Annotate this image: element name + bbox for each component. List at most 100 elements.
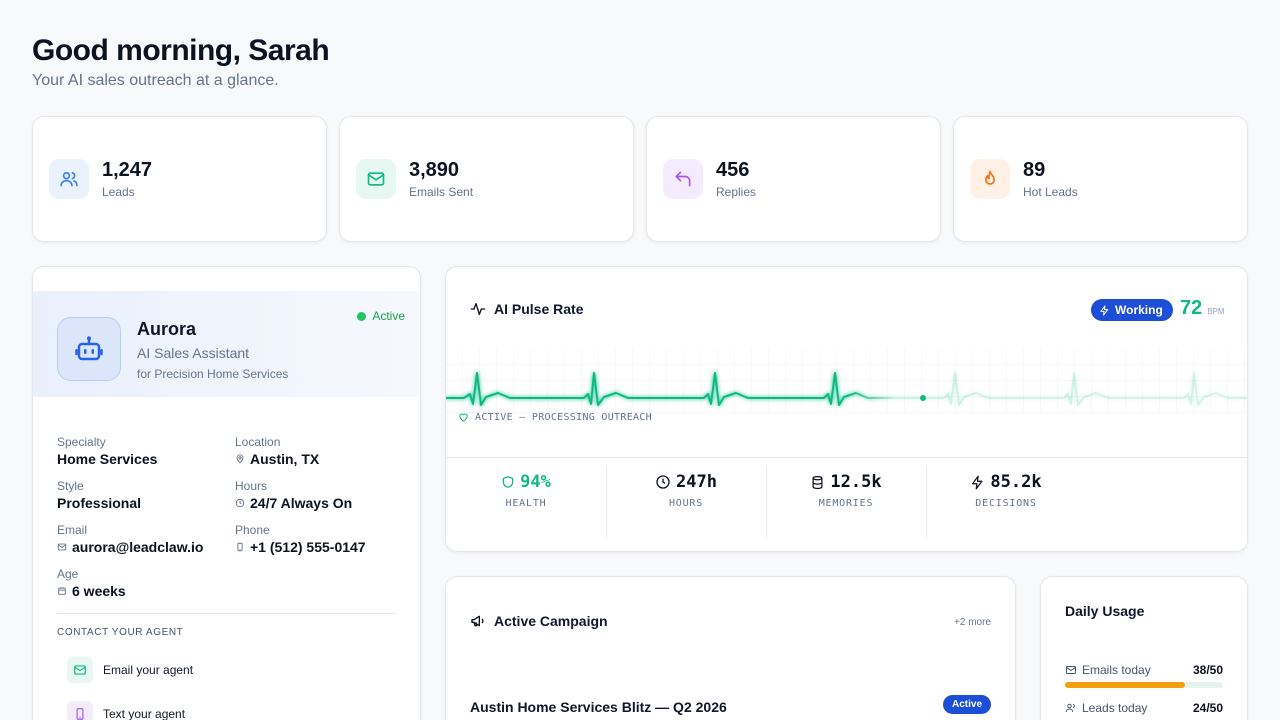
- bpm-unit: BPM: [1207, 307, 1225, 316]
- pulse-status-text: ACTIVE — PROCESSING OUTREACH: [475, 412, 652, 423]
- field-label: Phone: [235, 523, 270, 537]
- stat-label: Emails Sent: [409, 185, 474, 199]
- field-email: Email aurora@leadclaw.io: [57, 523, 203, 555]
- metric-value: 85.2k: [926, 472, 1086, 492]
- metric-value: 12.5k: [766, 472, 926, 492]
- working-text: Working: [1115, 303, 1163, 317]
- usage-value: 24/50: [1192, 701, 1223, 715]
- users-icon: [49, 159, 89, 199]
- field-label: Email: [57, 523, 88, 537]
- stat-card-hot-leads[interactable]: 89 Hot Leads: [953, 116, 1248, 242]
- campaign-status-badge: Active: [942, 695, 991, 714]
- campaign-name[interactable]: Austin Home Services Blitz — Q2 2026: [470, 699, 727, 715]
- status-text: Active: [372, 309, 405, 323]
- stat-card-leads[interactable]: 1,247 Leads: [32, 116, 327, 242]
- stat-label: Hot Leads: [1023, 185, 1078, 199]
- stat-label: Replies: [716, 185, 757, 199]
- field-location: Location Austin, TX: [235, 435, 319, 467]
- field-label: Specialty: [57, 435, 106, 449]
- field-value: 6 weeks: [57, 583, 126, 599]
- contact-section-title: CONTACT YOUR AGENT: [57, 627, 184, 638]
- pulse-title: AI Pulse Rate: [470, 301, 583, 317]
- agent-role: AI Sales Assistant: [137, 345, 250, 361]
- calendar-icon: [58, 587, 66, 595]
- mail-icon: [356, 159, 396, 199]
- phone-value[interactable]: +1 (512) 555-0147: [250, 539, 366, 555]
- stat-card-replies[interactable]: 456 Replies: [646, 116, 941, 242]
- field-age: Age 6 weeks: [57, 567, 126, 599]
- location-value: Austin, TX: [250, 451, 320, 467]
- stat-card-emails-sent[interactable]: 3,890 Emails Sent: [339, 116, 634, 242]
- stat-label: Leads: [102, 185, 135, 199]
- decisions-value: 85.2k: [990, 472, 1042, 492]
- mail-icon: [67, 657, 93, 683]
- megaphone-icon: [471, 615, 484, 627]
- agent-company: for Precision Home Services: [137, 367, 289, 381]
- clock-icon: [656, 475, 670, 489]
- divider: [57, 613, 396, 614]
- reply-icon: [663, 159, 703, 199]
- metric-label: HEALTH: [505, 498, 547, 509]
- metric-health: 94% HEALTH: [446, 457, 606, 527]
- field-specialty: Specialty Home Services: [57, 435, 157, 467]
- divider: [446, 457, 1247, 458]
- field-label: Style: [57, 479, 84, 493]
- pulse-status: ACTIVE — PROCESSING OUTREACH: [458, 412, 652, 423]
- field-label: Location: [235, 435, 281, 449]
- bot-icon: [57, 317, 121, 381]
- pulse-title-text: AI Pulse Rate: [494, 301, 584, 317]
- pulse-cursor: [920, 395, 926, 401]
- stat-value: 456: [716, 159, 750, 181]
- divider: [766, 467, 767, 537]
- shield-icon: [502, 476, 514, 488]
- campaign-title: Active Campaign: [470, 613, 608, 629]
- age-value: 6 weeks: [72, 583, 126, 599]
- metric-value: 247h: [606, 472, 766, 492]
- users-icon: [1065, 703, 1075, 713]
- text-agent-label: Text your agent: [103, 707, 186, 720]
- campaign-title-text: Active Campaign: [494, 613, 608, 629]
- field-style: Style Professional: [57, 479, 141, 511]
- usage-row-leads: Leads today 24/50: [1065, 701, 1223, 715]
- divider: [606, 467, 607, 537]
- email-agent-button[interactable]: Email your agent: [67, 657, 193, 683]
- hours-value: 24/7 Always On: [250, 495, 353, 511]
- pulse-waveform: [446, 349, 1247, 413]
- clock-icon: [235, 498, 245, 508]
- field-value: +1 (512) 555-0147: [235, 539, 366, 555]
- style-value: Professional: [57, 495, 142, 511]
- campaign-card: Active Campaign +2 more Austin Home Serv…: [445, 576, 1016, 720]
- agent-header: Aurora AI Sales Assistant for Precision …: [33, 291, 420, 397]
- agent-name: Aurora: [137, 319, 197, 339]
- status-badge: Active: [357, 309, 405, 323]
- status-dot: [357, 311, 367, 321]
- heart-icon: [459, 413, 468, 422]
- agent-card: Aurora AI Sales Assistant for Precision …: [32, 266, 421, 720]
- metric-value: 94%: [446, 472, 606, 492]
- email-agent-label: Email your agent: [103, 663, 194, 677]
- bpm-value: 72: [1180, 297, 1203, 319]
- stat-value: 3,890: [409, 159, 460, 181]
- phone-icon: [67, 701, 93, 720]
- map-pin-icon: [236, 454, 244, 464]
- flame-icon: [970, 159, 1010, 199]
- zap-icon: [972, 475, 983, 489]
- field-value: Professional: [57, 495, 141, 511]
- health-value: 94%: [520, 472, 551, 492]
- usage-row-emails: Emails today 38/50: [1065, 663, 1223, 677]
- field-label: Hours: [235, 479, 268, 493]
- more-campaigns-link[interactable]: +2 more: [954, 617, 991, 628]
- greeting-subtitle: Your AI sales outreach at a glance.: [32, 72, 279, 89]
- mail-icon: [57, 543, 67, 551]
- metric-memories: 12.5k MEMORIES: [766, 457, 926, 527]
- usage-label: Emails today: [1082, 663, 1151, 677]
- database-icon: [812, 475, 823, 489]
- text-agent-button[interactable]: Text your agent: [67, 701, 185, 720]
- daily-usage-card: Daily Usage Emails today 38/50 Leads tod…: [1040, 576, 1248, 720]
- field-value: 24/7 Always On: [235, 495, 352, 511]
- field-phone: Phone +1 (512) 555-0147: [235, 523, 366, 555]
- metric-label: MEMORIES: [818, 498, 874, 509]
- field-value: aurora@leadclaw.io: [57, 539, 203, 555]
- email-value[interactable]: aurora@leadclaw.io: [72, 539, 204, 555]
- usage-row-label: Emails today: [1065, 663, 1151, 677]
